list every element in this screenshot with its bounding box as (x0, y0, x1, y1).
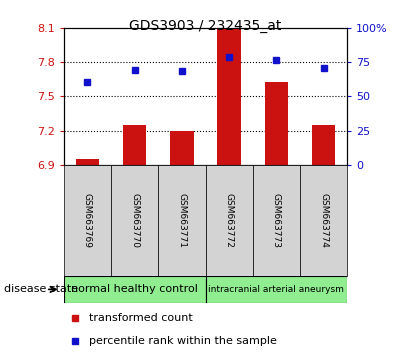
Bar (170, 131, 194, 165)
Bar (158, 165, 206, 276)
Text: GDS3903 / 232435_at: GDS3903 / 232435_at (129, 19, 282, 34)
Bar (265, 82, 288, 165)
Bar (111, 165, 158, 276)
Text: GSM663770: GSM663770 (130, 193, 139, 248)
Bar (312, 125, 335, 165)
Text: GSM663773: GSM663773 (272, 193, 281, 248)
Bar (76, 159, 99, 165)
Bar (64, 276, 206, 303)
Bar (123, 125, 146, 165)
Text: transformed count: transformed count (89, 313, 193, 323)
Text: GSM663774: GSM663774 (319, 193, 328, 248)
Bar (253, 165, 300, 276)
Text: intracranial arterial aneurysm: intracranial arterial aneurysm (208, 285, 344, 294)
Text: disease state: disease state (4, 284, 78, 295)
Text: GSM663772: GSM663772 (225, 193, 233, 248)
Bar (206, 165, 253, 276)
Bar (206, 276, 347, 303)
Text: GSM663771: GSM663771 (178, 193, 186, 248)
Bar (217, 29, 241, 165)
Bar (300, 165, 347, 276)
Text: normal healthy control: normal healthy control (71, 284, 198, 295)
Text: percentile rank within the sample: percentile rank within the sample (89, 336, 277, 346)
Bar (64, 165, 111, 276)
Text: GSM663769: GSM663769 (83, 193, 92, 248)
